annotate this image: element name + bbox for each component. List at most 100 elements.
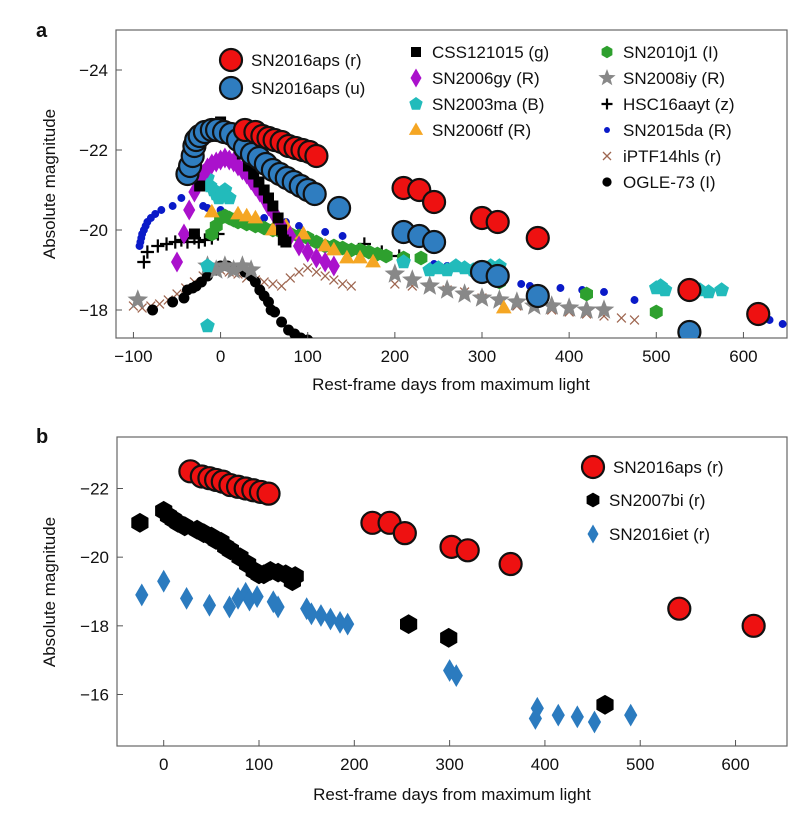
legend-label: CSS121015 (g) <box>432 43 549 62</box>
data-point-sn2016iet-r <box>202 593 217 617</box>
y-tick-label: −24 <box>79 61 108 80</box>
data-point-sn2006gy-r <box>301 241 314 263</box>
data-point-css121015-g <box>280 236 292 248</box>
data-point-ogle-73-i <box>202 270 213 282</box>
data-point-sn2008iy-r <box>223 259 244 279</box>
data-point-css121015-g <box>242 160 254 172</box>
data-point-sn2015da-r <box>321 228 330 236</box>
data-point-sn2006tf-r <box>204 203 220 218</box>
data-point-sn2006gy-r <box>310 247 323 269</box>
x-tick-label: 400 <box>531 755 559 774</box>
legend-marker-sn2006gy-r <box>410 68 422 88</box>
data-point-sn2015da-r <box>177 194 186 202</box>
data-point-sn2006gy-r <box>240 163 253 185</box>
panel-a-label: a <box>36 20 48 42</box>
data-point-sn2008iy-r <box>384 263 406 283</box>
data-point-css121015-g <box>188 228 200 240</box>
series-sn2007bi-r <box>131 500 614 715</box>
legend-label: SN2010j1 (I) <box>623 43 718 62</box>
x-tick-label: 100 <box>294 347 322 366</box>
y-tick-label: −16 <box>80 686 109 705</box>
data-point-sn2016iet-r <box>179 586 194 610</box>
series-sn2008iy-r <box>127 255 615 319</box>
data-point-sn2006tf-r <box>352 249 368 264</box>
legend-label: SN2015da (R) <box>623 121 732 140</box>
legend-marker-sn2008iy-r <box>598 69 616 86</box>
legend-label: SN2003ma (B) <box>432 95 544 114</box>
data-point-sn2016aps-r <box>421 189 447 215</box>
data-point-sn2006tf-r <box>247 209 264 224</box>
panel-a-axes: −100 0 100 200 300 400 500 600 −24 −22 −20 −18 <box>79 61 757 366</box>
data-point-sn2003ma-b <box>396 254 411 269</box>
data-point-sn2015da-r <box>630 296 639 304</box>
data-point-sn2007bi-r <box>286 566 304 586</box>
legend-marker-sn2016iet-r <box>587 524 599 544</box>
data-point-sn2006gy-r <box>327 255 340 277</box>
data-point-iptf14hls-r <box>629 315 640 325</box>
legend-item-sn2016aps-r: SN2016aps (r) <box>580 454 724 480</box>
data-point-sn2016aps-r <box>525 225 550 251</box>
data-point-sn2010j1-i <box>379 248 393 264</box>
data-point-sn2006gy-r <box>266 201 279 223</box>
data-point-sn2016aps-u <box>326 195 352 221</box>
legend-label: SN2006tf (R) <box>432 121 531 140</box>
data-point-sn2016iet-r <box>323 607 338 631</box>
y-tick-label: −18 <box>79 301 108 320</box>
legend-item-sn2008iy-r: SN2008iy (R) <box>598 69 725 88</box>
data-point-sn2016aps-r <box>256 481 281 506</box>
data-point-sn2015da-r <box>157 206 166 214</box>
data-point-sn2016iet-r <box>333 611 347 634</box>
legend-label: iPTF14hls (r) <box>623 147 721 166</box>
legend-item-sn2003ma-b: SN2003ma (B) <box>409 95 544 114</box>
data-point-sn2008iy-r <box>419 275 440 295</box>
data-point-sn2006gy-r <box>177 223 191 245</box>
legend-item-hsc16aayt-z: HSC16aayt (z) <box>601 95 734 114</box>
data-point-sn2006tf-r <box>326 241 342 256</box>
data-point-sn2006tf-r <box>238 207 255 222</box>
data-point-iptf14hls-r <box>320 271 331 281</box>
data-point-sn2007bi-r <box>596 694 614 715</box>
legend-marker-sn2016aps-r <box>580 454 606 480</box>
panel-b-y-axis-label: Absolute magnitude <box>40 517 59 667</box>
data-point-sn2016iet-r <box>587 710 602 734</box>
data-point-iptf14hls-r <box>285 273 296 283</box>
panel-b-marks <box>131 459 766 734</box>
data-point-sn2007bi-r <box>131 512 149 533</box>
data-point-sn2016aps-u <box>677 319 702 338</box>
data-point-sn2006gy-r <box>170 251 184 273</box>
data-point-sn2006tf-r <box>295 225 312 240</box>
data-point-sn2010j1-i <box>580 286 593 302</box>
legend-item-ogle-73-i: OGLE-73 (I) <box>602 173 716 192</box>
panel-b-frame <box>116 436 788 747</box>
data-point-sn2015da-r <box>600 288 608 296</box>
legend-marker-css121015-g <box>411 47 421 57</box>
data-point-sn2015da-r <box>295 222 303 230</box>
data-point-iptf14hls-r <box>311 267 322 277</box>
data-point-css121015-g <box>267 200 279 212</box>
data-point-iptf14hls-r <box>337 279 348 289</box>
legend-label: SN2016aps (r) <box>613 458 724 477</box>
x-tick-label: −100 <box>114 347 152 366</box>
data-point-sn2008iy-r <box>471 287 493 307</box>
data-point-sn2016iet-r <box>250 585 264 609</box>
data-point-css121015-g <box>194 180 206 192</box>
data-point-sn2003ma-b <box>701 284 716 299</box>
data-point-sn2016aps-r <box>677 277 702 303</box>
data-point-sn2006gy-r <box>245 169 258 191</box>
data-point-sn2003ma-b <box>200 318 215 333</box>
data-point-iptf14hls-r <box>294 267 304 277</box>
data-point-iptf14hls-r <box>302 263 313 273</box>
legend-item-sn2006tf-r: SN2006tf (R) <box>408 121 531 140</box>
data-point-sn2015da-r <box>168 202 177 210</box>
data-point-sn2016aps-r <box>392 521 417 546</box>
data-point-sn2010j1-i <box>649 304 663 320</box>
data-point-ogle-73-i <box>269 306 281 318</box>
x-tick-label: 0 <box>159 755 168 774</box>
data-point-sn2008iy-r <box>232 255 253 275</box>
data-point-ogle-73-i <box>167 296 179 308</box>
panel-b-legend: SN2016aps (r) SN2007bi (r) SN2016iet (r) <box>580 454 724 544</box>
data-point-sn2016aps-u <box>302 181 327 207</box>
data-point-sn2008iy-r <box>489 289 510 309</box>
x-tick-label: 400 <box>555 347 583 366</box>
legend-marker-ogle-73-i <box>602 177 612 187</box>
